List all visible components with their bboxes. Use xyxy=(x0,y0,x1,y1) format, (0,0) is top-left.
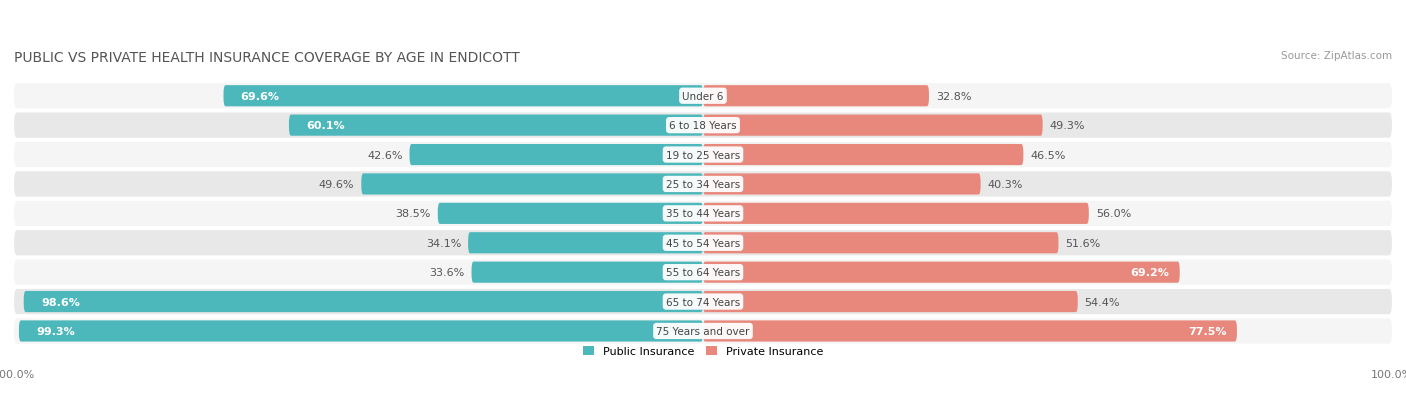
FancyBboxPatch shape xyxy=(703,262,1180,283)
Text: PUBLIC VS PRIVATE HEALTH INSURANCE COVERAGE BY AGE IN ENDICOTT: PUBLIC VS PRIVATE HEALTH INSURANCE COVER… xyxy=(14,51,520,65)
Text: 69.2%: 69.2% xyxy=(1130,268,1170,278)
FancyBboxPatch shape xyxy=(468,233,703,254)
FancyBboxPatch shape xyxy=(14,113,1392,138)
FancyBboxPatch shape xyxy=(361,174,703,195)
FancyBboxPatch shape xyxy=(703,115,1043,136)
Text: 45 to 54 Years: 45 to 54 Years xyxy=(666,238,740,248)
Text: 33.6%: 33.6% xyxy=(429,268,464,278)
FancyBboxPatch shape xyxy=(14,201,1392,226)
FancyBboxPatch shape xyxy=(409,145,703,166)
FancyBboxPatch shape xyxy=(703,320,1237,342)
FancyBboxPatch shape xyxy=(14,289,1392,314)
FancyBboxPatch shape xyxy=(471,262,703,283)
FancyBboxPatch shape xyxy=(14,230,1392,256)
Text: 42.6%: 42.6% xyxy=(367,150,402,160)
Text: 34.1%: 34.1% xyxy=(426,238,461,248)
Text: 65 to 74 Years: 65 to 74 Years xyxy=(666,297,740,307)
Text: Under 6: Under 6 xyxy=(682,92,724,102)
Text: 51.6%: 51.6% xyxy=(1066,238,1101,248)
Text: 38.5%: 38.5% xyxy=(395,209,430,219)
Text: 98.6%: 98.6% xyxy=(41,297,80,307)
Text: 60.1%: 60.1% xyxy=(307,121,344,131)
Text: 6 to 18 Years: 6 to 18 Years xyxy=(669,121,737,131)
Text: 40.3%: 40.3% xyxy=(987,180,1024,190)
Text: 19 to 25 Years: 19 to 25 Years xyxy=(666,150,740,160)
FancyBboxPatch shape xyxy=(14,318,1392,344)
Text: 35 to 44 Years: 35 to 44 Years xyxy=(666,209,740,219)
Text: 25 to 34 Years: 25 to 34 Years xyxy=(666,180,740,190)
FancyBboxPatch shape xyxy=(703,174,980,195)
FancyBboxPatch shape xyxy=(14,260,1392,285)
Text: 55 to 64 Years: 55 to 64 Years xyxy=(666,268,740,278)
Text: Source: ZipAtlas.com: Source: ZipAtlas.com xyxy=(1281,51,1392,61)
Text: 56.0%: 56.0% xyxy=(1095,209,1130,219)
Text: 49.6%: 49.6% xyxy=(319,180,354,190)
FancyBboxPatch shape xyxy=(703,145,1024,166)
FancyBboxPatch shape xyxy=(14,172,1392,197)
FancyBboxPatch shape xyxy=(703,291,1078,312)
Text: 69.6%: 69.6% xyxy=(240,92,280,102)
FancyBboxPatch shape xyxy=(18,320,703,342)
Text: 99.3%: 99.3% xyxy=(37,326,75,336)
FancyBboxPatch shape xyxy=(14,84,1392,109)
FancyBboxPatch shape xyxy=(14,142,1392,168)
Text: 54.4%: 54.4% xyxy=(1084,297,1121,307)
Text: 49.3%: 49.3% xyxy=(1049,121,1085,131)
Text: 32.8%: 32.8% xyxy=(936,92,972,102)
FancyBboxPatch shape xyxy=(224,86,703,107)
Text: 75 Years and over: 75 Years and over xyxy=(657,326,749,336)
FancyBboxPatch shape xyxy=(290,115,703,136)
FancyBboxPatch shape xyxy=(703,86,929,107)
Text: 77.5%: 77.5% xyxy=(1188,326,1226,336)
FancyBboxPatch shape xyxy=(703,233,1059,254)
FancyBboxPatch shape xyxy=(703,203,1088,224)
FancyBboxPatch shape xyxy=(437,203,703,224)
FancyBboxPatch shape xyxy=(24,291,703,312)
Legend: Public Insurance, Private Insurance: Public Insurance, Private Insurance xyxy=(579,342,827,361)
Text: 46.5%: 46.5% xyxy=(1031,150,1066,160)
